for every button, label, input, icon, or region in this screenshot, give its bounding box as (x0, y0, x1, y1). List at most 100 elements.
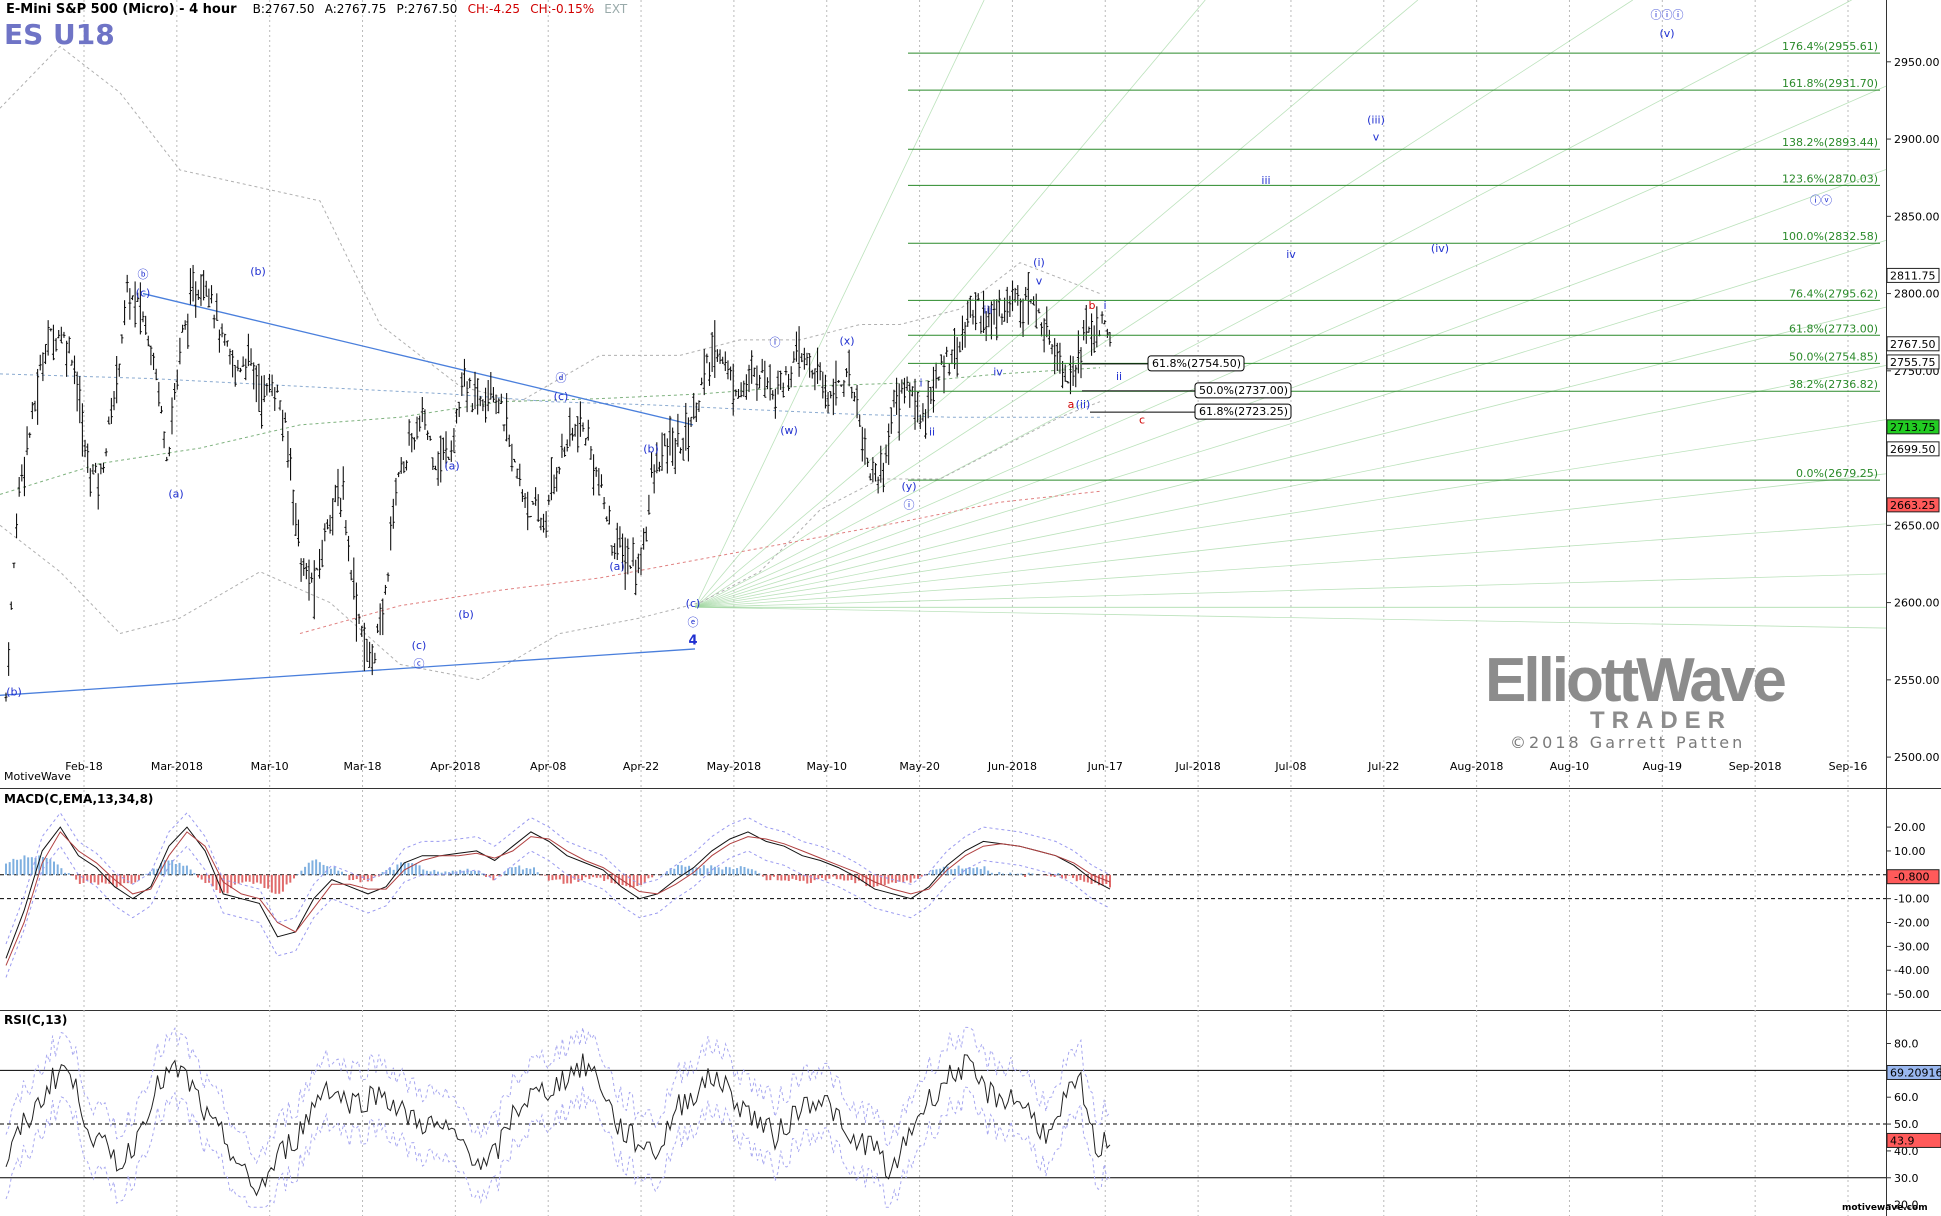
fib-level-label: 176.4%(2955.61) (1782, 40, 1878, 53)
time-tick-label: Apr-22 (623, 760, 659, 773)
price-tick-label: 2900.00 (1894, 133, 1940, 146)
fan-line (694, 473, 1887, 608)
wave-label: ⓑ (138, 268, 149, 281)
rsi-tick-label: 80.0 (1894, 1037, 1919, 1050)
retrace-box (1194, 403, 1292, 420)
wave-label: ii (929, 426, 935, 439)
wave-label: 4 (688, 633, 697, 648)
macd-tick-label: 20.00 (1894, 821, 1926, 834)
rsi-pane (0, 1011, 1886, 1216)
logo-line1: ElliottWave (1485, 646, 1787, 715)
wave-label: (b) (6, 685, 22, 698)
price-tick-label: 2650.00 (1894, 519, 1940, 532)
wave-label: ⓔ (688, 616, 699, 629)
price-tick-label: 2850.00 (1894, 210, 1940, 223)
fan-line (694, 306, 1887, 608)
price-axis: 2950.002900.002850.002800.002750.002700.… (1886, 56, 1940, 764)
fib-levels: 176.4%(2955.61) 161.8%(2931.70) 138.2%(289… (908, 40, 1880, 481)
rsi-tick-label: 60.0 (1894, 1091, 1919, 1104)
band-line (0, 45, 1101, 403)
ticker-label: ES U18 (4, 18, 115, 51)
rsi-tick-label: 40.0 (1894, 1145, 1919, 1158)
elliottwave-trader-logo: ElliottWave TRADER ©2018 Garrett Patten (1485, 645, 1790, 755)
fib-level-label: 76.4%(2795.62) (1789, 287, 1878, 300)
band-line (299, 490, 1101, 634)
wave-label: (iv) (1431, 242, 1449, 255)
wave-label: (v) (1659, 27, 1674, 40)
time-tick-label: Jun-2018 (987, 760, 1037, 773)
fan-line (694, 0, 1634, 608)
price-tag-box (1886, 354, 1940, 370)
rsi-band-lower (5, 1085, 1111, 1208)
time-tick-label: Jul-22 (1367, 760, 1399, 773)
wave-label: (x) (839, 335, 854, 348)
price-value: P:2767.50 (396, 2, 458, 16)
wave-label: (i) (1033, 256, 1045, 269)
fib-level-label: 38.2%(2736.82) (1789, 378, 1878, 391)
wave-label: ⓓ (556, 372, 567, 385)
wave-label: (a) (609, 560, 624, 573)
time-tick-label: Mar-18 (344, 760, 382, 773)
fib-level-label: 138.2%(2893.44) (1782, 136, 1878, 149)
time-tick-label: Apr-08 (530, 760, 566, 773)
time-tick-label: Aug-10 (1550, 760, 1589, 773)
wave-label: (b) (458, 608, 474, 621)
wave-label: (c) (686, 597, 701, 610)
time-tick-label: Feb-18 (65, 760, 102, 773)
wave-label: (c) (554, 390, 569, 403)
fan-line (694, 523, 1887, 608)
wave-label: iv (1286, 248, 1296, 261)
macd-tick-label: 10.00 (1894, 845, 1926, 858)
wave-label: (iii) (1367, 114, 1385, 127)
price-bars (4, 264, 1112, 702)
logo-line2: TRADER (1590, 707, 1732, 734)
change-pct-value: CH:-0.15% (530, 2, 595, 16)
price-tag-box (1886, 336, 1940, 352)
price-tag-label: 2713.75 (1890, 421, 1936, 434)
wave-label: (a) (444, 460, 459, 473)
wave-labels: (b) ⓑ (c) (a) (b) (a) (b) (c) ⓒ ⓓ (c) (a) (b) (c) ⓔ 4 ⓘ (… (6, 9, 1832, 699)
price-tick-label: 2500.00 (1894, 751, 1940, 764)
ask-value: A:2767.75 (324, 2, 387, 16)
rsi-tag-label: 69.20916 (1890, 1066, 1941, 1079)
trend-line-upper (142, 292, 694, 426)
price-tick-label: 2800.00 (1894, 288, 1940, 301)
time-tick-label: May-10 (806, 760, 847, 773)
rsi-band-upper (5, 1026, 1111, 1165)
fib-level-label: 61.8%(2773.00) (1789, 322, 1878, 335)
wave-label: ⓘⓘⓘ (1651, 9, 1684, 22)
fan-line (694, 0, 1419, 608)
logo-copyright: ©2018 Garrett Patten (1510, 733, 1746, 752)
wave-label: (c) (412, 639, 427, 652)
wave-label: (b) (250, 265, 266, 278)
change-value: CH:-4.25 (467, 2, 521, 16)
band-line (0, 367, 1101, 495)
fib-level-label: 50.0%(2754.85) (1789, 350, 1878, 363)
macd-signal-line (5, 831, 1111, 966)
fib-level-label: 161.8%(2931.70) (1782, 77, 1878, 90)
price-tag-box (1886, 267, 1940, 283)
ext-label: EXT (604, 2, 628, 16)
rsi-tick-label: 30.0 (1894, 1172, 1919, 1185)
fan-line (694, 0, 1852, 608)
retrace-label: 50.0%(2737.00) (1199, 384, 1288, 397)
price-tag-label: 2811.75 (1890, 269, 1936, 282)
wave-label: ii (1116, 370, 1122, 383)
price-tick-label: 2600.00 (1894, 597, 1940, 610)
bid-value: B:2767.50 (252, 2, 315, 16)
wave-label: ⓘ (904, 498, 915, 511)
symbol-title: E-Mini S&P 500 (Micro) - 4 hour (6, 2, 237, 17)
wave-label: b (1089, 299, 1096, 312)
retrace-label: 61.8%(2754.50) (1152, 357, 1241, 370)
wave-label: (a) (168, 488, 183, 501)
macd-tag-label: -0.800 (1894, 871, 1929, 884)
macd-tick-label: -40.00 (1894, 964, 1929, 977)
rsi-line (5, 1053, 1111, 1197)
retrace-box (1194, 382, 1292, 399)
time-axis: Feb-18 Mar-2018 Mar-10 Mar-18 Apr-2018 Apr-08… (65, 760, 1867, 773)
rsi-tick-label: 20.0 (1894, 1199, 1919, 1212)
macd-plot: 20.0010.000.00-10.00-20.00-30.00-40.00-5… (0, 811, 1940, 1001)
fan-line (694, 240, 1887, 608)
